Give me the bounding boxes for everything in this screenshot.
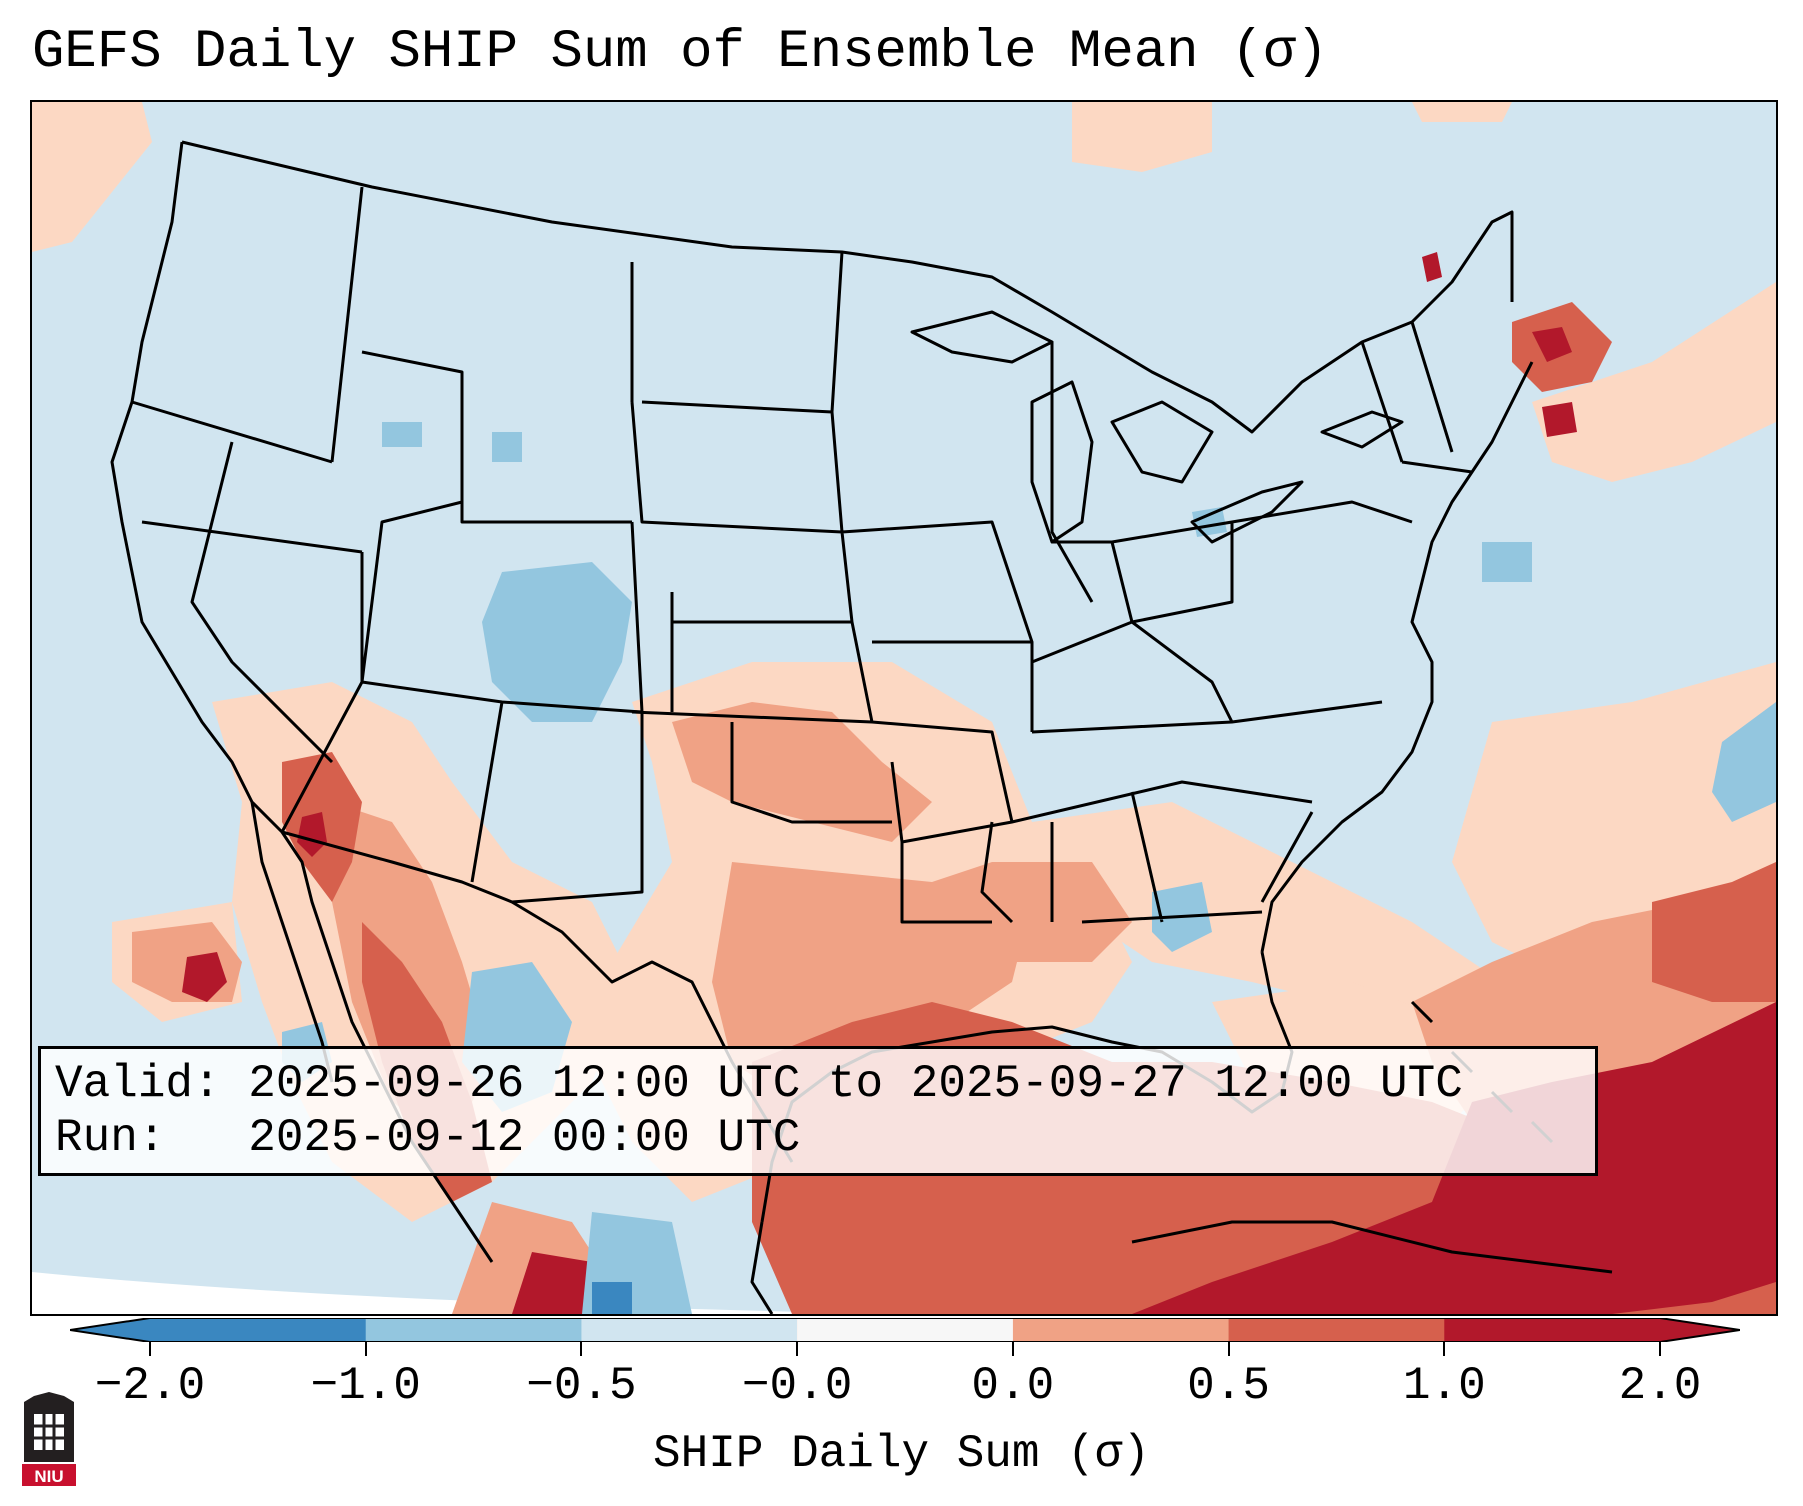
colorbar-label: SHIP Daily Sum (σ) (653, 1428, 1150, 1480)
projection-edge-left (32, 1272, 892, 1314)
map-title: GEFS Daily SHIP Sum of Ensemble Mean (σ) (32, 22, 1329, 83)
validity-info-box: Valid: 2025-09-26 12:00 UTC to 2025-09-2… (38, 1046, 1598, 1176)
colorbar-tick (1227, 1342, 1230, 1356)
colorbar-tick-label: −1.0 (310, 1360, 421, 1412)
colorbar-tick-label: −0.0 (741, 1360, 853, 1412)
colorbar (70, 1318, 1740, 1342)
colorbar-tick-label: 0.5 (1187, 1360, 1270, 1412)
colorbar-tick (364, 1342, 367, 1356)
colorbar-tick-label: −0.5 (526, 1360, 637, 1412)
colorbar-bin-5 (1228, 1318, 1445, 1342)
great-lakes (910, 310, 1404, 544)
colorbar-tick (580, 1342, 583, 1356)
state-lines (131, 186, 1473, 924)
logo-band (22, 1464, 76, 1486)
colorbar-bins (150, 1318, 1661, 1342)
logo-text: NIU (34, 1467, 63, 1486)
border-canada-us (181, 140, 1514, 434)
colorbar-tick (149, 1342, 151, 1356)
valid-time-text: Valid: 2025-09-26 12:00 UTC to 2025-09-2… (55, 1058, 1463, 1110)
colorbar-tick (1011, 1342, 1014, 1356)
coast-atlantic (1260, 361, 1534, 953)
field-strong-negative (592, 1282, 632, 1314)
island-cuba (1131, 1220, 1613, 1274)
colorbar-bin-neutral (797, 1318, 1013, 1342)
colorbar-tick-label: 2.0 (1618, 1360, 1702, 1412)
colorbar-tick-label: −2.0 (94, 1360, 206, 1412)
run-time-text: Run: 2025-09-12 00:00 UTC (55, 1112, 801, 1164)
coast-mexico (750, 1221, 774, 1314)
colorbar-bin-0 (150, 1318, 367, 1342)
colorbar-bin-2 (581, 1318, 798, 1342)
colorbar-extend-high (1660, 1318, 1740, 1342)
colorbar-extend-low (70, 1318, 150, 1342)
colorbar-tick-label: 1.0 (1402, 1360, 1486, 1412)
colorbar-tick-label: 0.0 (971, 1360, 1055, 1412)
niu-logo: NIU (22, 1392, 76, 1486)
logo-grid-icon (34, 1414, 64, 1450)
colorbar-bin-1 (365, 1318, 582, 1342)
colorbar-tick (1443, 1342, 1446, 1356)
colorbar-tick (796, 1342, 799, 1356)
colorbar-bin-4 (1012, 1318, 1230, 1342)
logo-window-icon (34, 1414, 64, 1450)
colorbar-bin-6 (1444, 1318, 1661, 1342)
colorbar-tick (1659, 1342, 1661, 1356)
